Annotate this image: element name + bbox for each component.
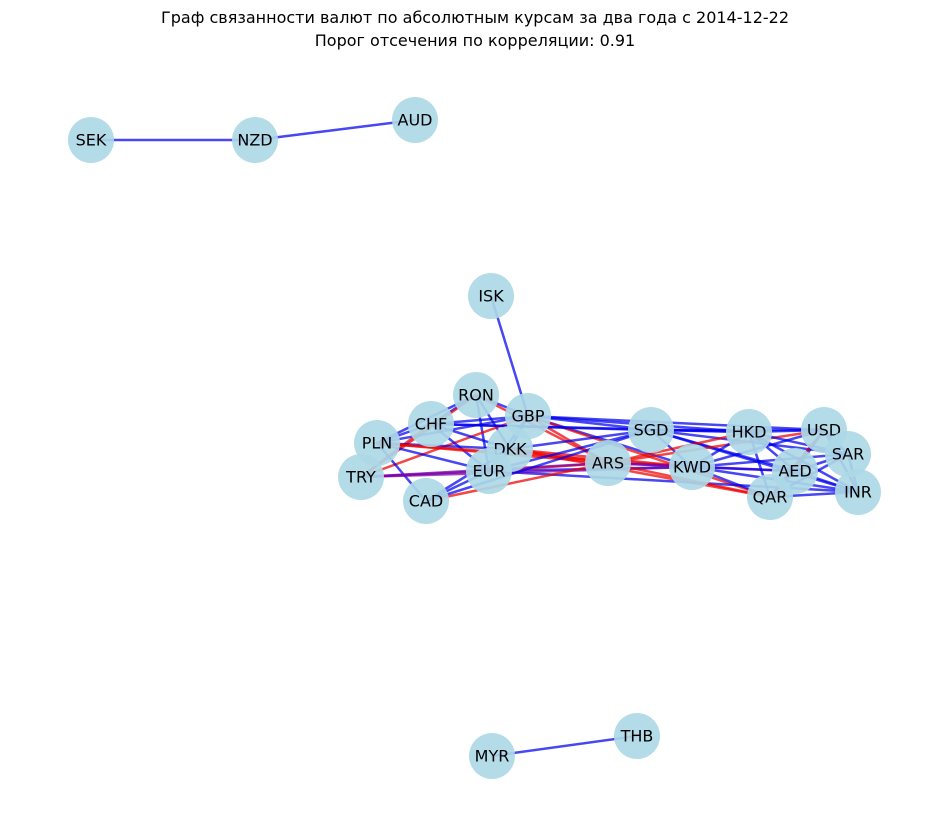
node-circle [453, 372, 499, 418]
node-label: EUR [473, 462, 506, 481]
node-circle [466, 448, 512, 494]
edge-myr-thb [490, 734, 639, 758]
node-circle [408, 401, 454, 447]
edge-gbp-usd [526, 414, 826, 432]
node-chf: CHF [408, 401, 454, 447]
node-label: GBP [511, 407, 544, 426]
node-label: SAR [832, 445, 865, 464]
node-inr: INR [835, 469, 881, 515]
node-label: SGD [634, 421, 669, 440]
node-circle [468, 273, 514, 319]
node-sgd: SGD [628, 407, 674, 453]
node-circle [726, 409, 772, 455]
node-label: AUD [398, 111, 433, 130]
node-circle [338, 454, 384, 500]
node-try: TRY [338, 454, 384, 500]
node-circle [469, 733, 515, 779]
node-cad: CAD [403, 478, 449, 524]
node-kwd: KWD [669, 444, 715, 490]
edge-nzd-aud [253, 118, 417, 142]
node-circle [392, 97, 438, 143]
node-label: MYR [475, 747, 510, 766]
node-label: ARS [592, 454, 624, 473]
node-label: PLN [362, 434, 393, 453]
node-nzd: NZD [232, 117, 278, 163]
node-qar: QAR [747, 474, 793, 520]
node-label: CAD [409, 492, 443, 511]
node-label: QAR [753, 488, 788, 507]
node-circle [747, 474, 793, 520]
node-label: CHF [415, 415, 447, 434]
edge-kwd-sar [690, 452, 850, 469]
node-label: RON [458, 386, 494, 405]
node-label: KWD [673, 458, 711, 477]
node-circle [825, 431, 871, 477]
chart-subtitle: Порог отсечения по корреляции: 0.91 [314, 31, 636, 50]
node-label: HKD [732, 423, 767, 442]
node-thb: THB [614, 713, 660, 759]
node-isk: ISK [468, 273, 514, 319]
node-circle [835, 469, 881, 515]
node-sar: SAR [825, 431, 871, 477]
node-hkd: HKD [726, 409, 772, 455]
node-label: INR [844, 483, 872, 502]
edge-cad-ars [424, 461, 610, 503]
node-label: USD [807, 421, 841, 440]
node-eur: EUR [466, 448, 512, 494]
node-label: THB [620, 727, 654, 746]
node-label: TRY [345, 468, 376, 487]
node-label: ISK [478, 287, 504, 306]
node-circle [403, 478, 449, 524]
edge-dkk-sgd [508, 428, 653, 451]
node-ron: RON [453, 372, 499, 418]
chart-title: Граф связанности валют по абсолютным кур… [161, 8, 789, 27]
node-circle [585, 440, 631, 486]
edge-ars-usd [606, 428, 826, 465]
node-circle [614, 713, 660, 759]
node-aud: AUD [392, 97, 438, 143]
node-circle [628, 407, 674, 453]
edge-ars-hkd [606, 430, 751, 465]
node-label: AED [778, 462, 811, 481]
node-circle [232, 117, 278, 163]
node-circle [68, 117, 114, 163]
node-sek: SEK [68, 117, 114, 163]
node-label: SEK [76, 131, 107, 150]
node-label: NZD [237, 131, 272, 150]
node-ars: ARS [585, 440, 631, 486]
node-myr: MYR [469, 733, 515, 779]
node-circle [669, 444, 715, 490]
